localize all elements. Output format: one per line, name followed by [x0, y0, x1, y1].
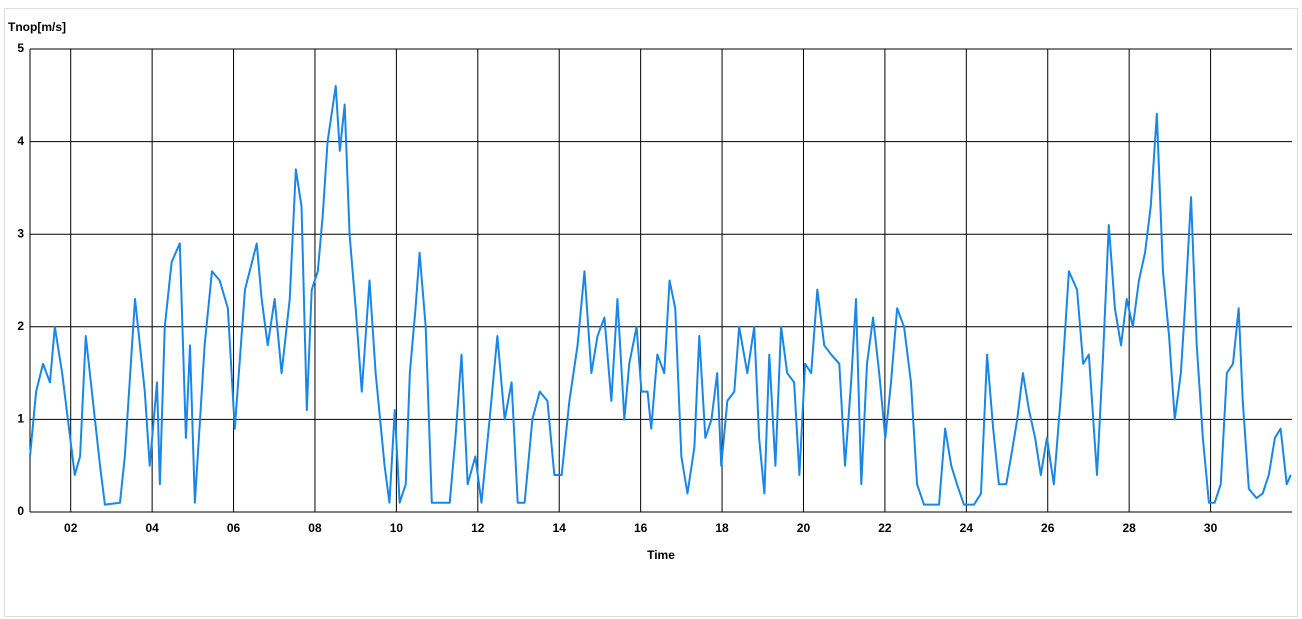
- x-tick-label: 24: [960, 521, 974, 535]
- x-tick-label: 22: [878, 521, 892, 535]
- x-tick-label: 20: [797, 521, 811, 535]
- chart-frame: [4, 8, 1298, 617]
- y-tick-label: 2: [17, 319, 24, 333]
- x-tick-label: 10: [390, 521, 404, 535]
- x-tick-label: 12: [471, 521, 485, 535]
- y-tick-label: 3: [17, 226, 24, 240]
- y-tick-label: 0: [17, 504, 24, 518]
- x-tick-label: 16: [634, 521, 648, 535]
- x-tick-label: 06: [227, 521, 241, 535]
- x-tick-label: 30: [1204, 521, 1218, 535]
- y-tick-label: 1: [17, 412, 24, 426]
- x-tick-label: 26: [1041, 521, 1055, 535]
- data-line: [29, 85, 1292, 506]
- x-tick-label: 18: [715, 521, 729, 535]
- y-tick-label: 5: [17, 41, 24, 55]
- y-tick-label: 4: [17, 134, 24, 148]
- x-tick-label: 04: [145, 521, 159, 535]
- x-tick-label: 08: [308, 521, 322, 535]
- y-axis-label: Tnop[m/s]: [8, 20, 66, 34]
- x-tick-label: 02: [64, 521, 78, 535]
- x-tick-label: 28: [1122, 521, 1136, 535]
- x-tick-label: 14: [553, 521, 567, 535]
- x-axis-label: Time: [647, 548, 675, 562]
